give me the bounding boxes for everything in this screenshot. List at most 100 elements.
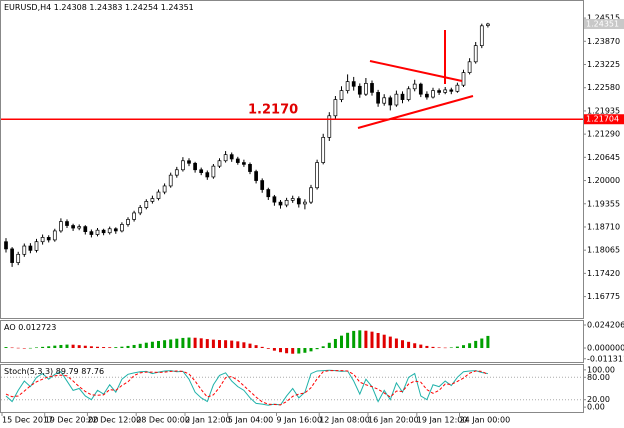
x-tick-label: 28 Dec 00:00 — [136, 416, 190, 425]
last-open: 1.24308 — [54, 3, 87, 12]
candle-body — [193, 162, 197, 171]
ao-bar — [260, 346, 264, 349]
stoch-line — [5, 369, 488, 406]
candle-body — [272, 196, 277, 203]
candle-body — [296, 198, 301, 205]
candle-body — [138, 207, 143, 214]
candle-body — [205, 172, 210, 178]
ao-bar — [394, 338, 398, 349]
ao-bar — [89, 346, 93, 349]
ao-bar — [303, 348, 307, 353]
ao-bar — [230, 340, 234, 349]
ao-bar — [358, 330, 362, 349]
stoch-title: Stoch(5,3,3) — [4, 367, 53, 376]
y-tick-label: 80.00 — [587, 373, 610, 382]
x-tick-label: 16 Jan 20:00 — [368, 416, 419, 425]
ao-bar — [291, 348, 295, 354]
ao-bar — [352, 330, 356, 349]
ao-bar — [108, 347, 112, 349]
candle-body — [388, 97, 393, 106]
ao-bar — [193, 337, 197, 349]
ao-bar — [28, 347, 32, 349]
candle-body — [266, 189, 271, 198]
ao-bar — [321, 346, 325, 349]
candle-body — [181, 160, 185, 171]
candle-body — [248, 164, 252, 172]
ao-bar — [388, 336, 392, 349]
ao-panel — [0, 320, 584, 363]
candle-body — [467, 61, 472, 73]
candle-body — [174, 169, 179, 176]
candle-body — [107, 228, 112, 234]
candle-body — [425, 93, 429, 98]
candle-body — [52, 230, 57, 241]
candle-body — [260, 180, 265, 190]
candle-body — [309, 187, 313, 203]
ao-bar — [138, 343, 142, 349]
ao-bar — [437, 347, 441, 349]
ao-bar — [53, 345, 57, 349]
ao-bar — [480, 338, 484, 349]
x-tick-label: 22 Dec 12:00 — [87, 416, 141, 425]
candle-body — [333, 99, 338, 117]
ao-bar — [59, 344, 63, 349]
ao-bar — [309, 348, 313, 352]
ao-bar — [431, 346, 435, 349]
y-tick-label: 1.20645 — [587, 153, 620, 162]
y-tick-label: 20.00 — [587, 395, 610, 404]
stoch-d-last: 87.76 — [81, 367, 104, 376]
candle-body — [10, 248, 14, 263]
y-tick-label: -0.011311 — [587, 354, 624, 363]
symbol: EURUSD,H4 — [4, 3, 51, 12]
candle-body — [187, 160, 191, 164]
ao-bar — [205, 339, 209, 349]
candle-body — [449, 89, 454, 92]
ao-bar — [266, 348, 270, 349]
candle-body — [89, 231, 94, 235]
ao-bar — [419, 344, 423, 349]
candle-body — [77, 226, 82, 229]
ao-bar — [455, 346, 459, 349]
ao-bar — [65, 344, 69, 349]
candle-body — [242, 162, 246, 165]
candle-body — [284, 199, 289, 206]
ao-bar — [248, 343, 252, 349]
candle-body — [400, 93, 405, 100]
ao-bar — [401, 340, 404, 349]
candle-body — [4, 241, 8, 250]
ao-bar — [71, 344, 75, 349]
candle-body — [376, 92, 380, 104]
ao-bar — [22, 348, 26, 349]
candle-body — [162, 185, 167, 193]
x-tick-label: 9 Jan 16:00 — [277, 416, 323, 425]
ao-bar — [407, 341, 411, 349]
ao-bar — [236, 341, 240, 349]
y-tick-label: 1.21935 — [587, 106, 620, 115]
y-tick-label: 1.20000 — [587, 176, 620, 185]
ao-bar — [102, 347, 106, 349]
x-tick-label: 19 Dec 20:00 — [45, 416, 99, 425]
ao-bar — [272, 348, 276, 351]
candle-body — [315, 162, 319, 189]
triangle-upper — [369, 60, 463, 82]
candle-body — [144, 201, 149, 208]
ao-bar — [169, 339, 173, 349]
candle-body — [211, 165, 216, 178]
ao-bar — [10, 347, 14, 349]
ao-bar — [144, 342, 148, 349]
ao-bar — [449, 347, 453, 349]
ao-bar — [150, 341, 154, 349]
ao-last: 0.012723 — [18, 323, 56, 332]
ao-bar — [333, 338, 337, 349]
ao-bar — [443, 347, 447, 349]
candle-body — [443, 89, 448, 93]
ao-bar — [413, 343, 417, 349]
candle-body — [431, 90, 435, 98]
candle-body — [217, 160, 222, 167]
candle-body — [303, 201, 307, 205]
candle-body — [46, 237, 51, 241]
y-tick-label: 0.024206 — [587, 320, 624, 329]
ao-bar — [41, 346, 45, 349]
trend-drawings — [357, 30, 474, 129]
